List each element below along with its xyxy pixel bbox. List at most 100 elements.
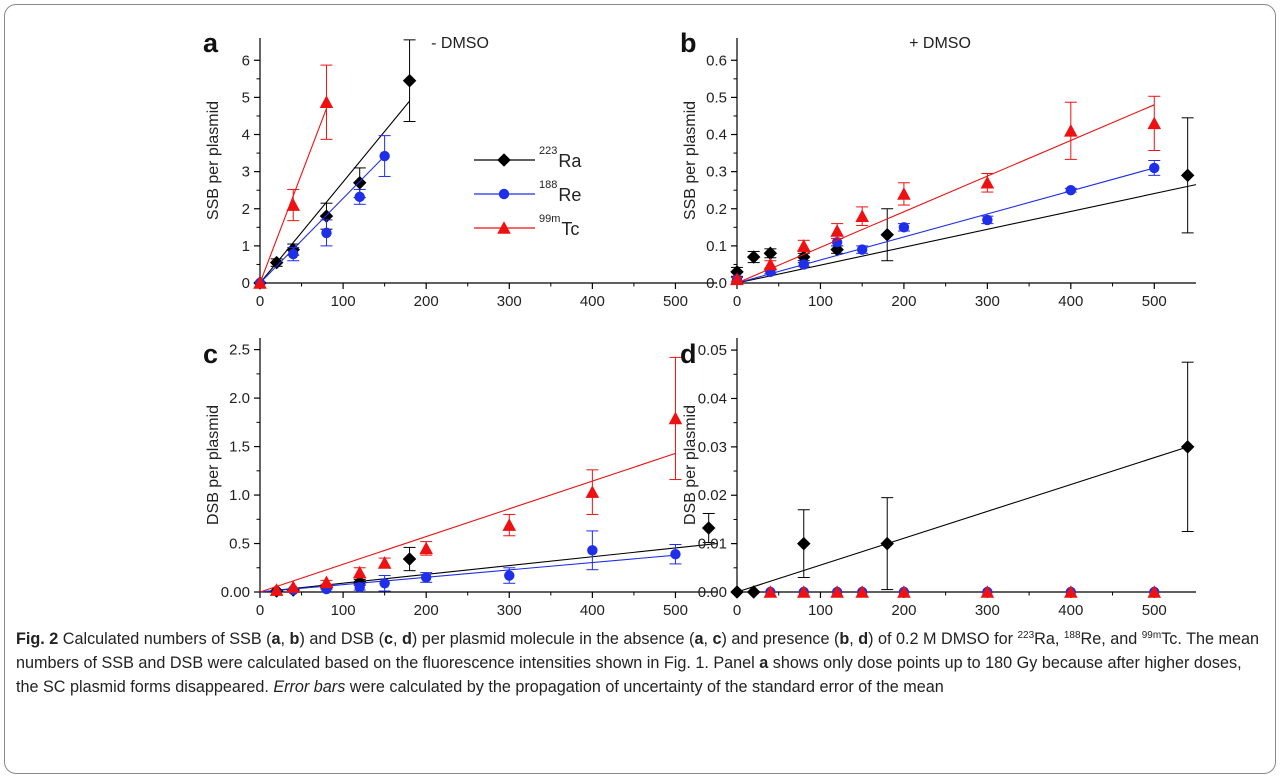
legend-label: Re (558, 185, 581, 205)
data-point (352, 565, 367, 579)
figure-panels: 0 100 200 300 400 500 0 1 2 3 4 5 6 SSB per plasmid a -… (203, 28, 1197, 619)
y-tick-label: 0.4 (706, 127, 727, 144)
y-tick-label: 0.0 (706, 275, 727, 292)
x-tick-label: 200 (414, 293, 439, 310)
fit-line (736, 184, 1197, 284)
y-tick-label: 0.01 (698, 536, 727, 553)
data-point (354, 191, 365, 203)
y-tick-label: 0.02 (698, 487, 727, 504)
y-tick-label: 6 (242, 52, 250, 69)
data-point (379, 150, 390, 162)
legend-mass: 223 (539, 145, 557, 157)
x-tick-label: 0 (256, 293, 264, 310)
data-point (321, 227, 332, 239)
data-point (286, 580, 301, 593)
fit-line (259, 542, 718, 593)
series-99mTc (253, 64, 334, 289)
panel-label: d (680, 339, 697, 369)
data-point (798, 259, 809, 270)
data-point (504, 570, 515, 581)
data-point (855, 585, 869, 598)
x-tick-label: 100 (808, 602, 833, 619)
data-point (1149, 162, 1160, 174)
legend-label: Ra (558, 151, 582, 171)
data-point (587, 545, 598, 556)
x-tick-label: 300 (975, 293, 1000, 310)
data-point (898, 222, 910, 233)
panel-c: 0 100 200 300 400 500 0.00 0.5 1.0 1.5 2.0 2.5 DSB p… (203, 338, 718, 619)
data-point (502, 518, 517, 531)
x-tick-label: 300 (497, 602, 522, 619)
y-tick-label: 0.3 (706, 164, 727, 181)
panel-b: 0 100 200 300 400 500 0.0 0.1 0.2 0.3 0.4 0.5 0.6 SSB… (680, 28, 1197, 310)
data-point (763, 585, 778, 598)
series-99mTc (259, 356, 683, 596)
caption-error-bars: Error bars (273, 678, 346, 696)
data-point (855, 209, 869, 222)
data-point (763, 257, 778, 271)
fit-line (259, 100, 410, 284)
x-tick-label: 400 (580, 602, 605, 619)
y-tick-label: 2.0 (229, 390, 250, 407)
x-tick-label: 200 (891, 602, 916, 619)
panel-title: + DMSO (909, 35, 971, 52)
x-tick-label: 300 (975, 602, 1000, 619)
x-tick-label: 400 (1058, 293, 1083, 310)
y-tick-label: 0.00 (698, 584, 727, 601)
y-tick-label: 0.05 (698, 342, 727, 359)
y-tick-label: 0.5 (706, 89, 727, 106)
data-point (286, 198, 301, 211)
data-point (796, 585, 811, 598)
y-tick-label: 0.00 (221, 584, 250, 601)
x-tick-label: 500 (1142, 293, 1167, 310)
y-tick-label: 4 (242, 127, 250, 144)
panel-label: a (203, 28, 219, 58)
fit-line (736, 104, 1155, 284)
panel-a: 0 100 200 300 400 500 0 1 2 3 4 5 6 SSB per plasmid a -… (203, 28, 717, 310)
series-188Re (731, 160, 1161, 285)
series-188Re (254, 135, 391, 289)
y-tick-label: 3 (242, 164, 250, 181)
data-point (269, 583, 284, 596)
panel-d: 0 100 200 300 400 500 0.00 0.01 0.02 0.03 0.04 0.05… (680, 338, 1196, 619)
data-point (402, 552, 417, 566)
data-point (830, 224, 844, 237)
data-point (796, 536, 811, 551)
data-point (402, 73, 417, 88)
y-tick-label: 0 (242, 275, 250, 292)
panel-label: c (203, 339, 218, 369)
data-point (668, 411, 683, 425)
legend-mass: 99m (539, 213, 560, 225)
x-tick-label: 500 (663, 602, 688, 619)
data-point (352, 175, 367, 190)
series-223Ra (253, 39, 417, 290)
data-point (379, 578, 390, 589)
data-point (1147, 116, 1162, 130)
data-point (288, 248, 299, 260)
y-tick-label: 1.0 (229, 487, 250, 504)
data-point (1064, 124, 1078, 137)
x-tick-label: 0 (256, 602, 264, 619)
panel-label: b (680, 28, 697, 58)
legend-mass: 188 (539, 179, 557, 191)
data-point (1065, 184, 1077, 196)
x-tick-label: 200 (891, 293, 916, 310)
series-99mTc (763, 585, 1162, 598)
y-axis-label: DSB per plasmid (205, 405, 222, 525)
panel-title: - DMSO (431, 35, 489, 52)
legend-label: Tc (561, 219, 579, 239)
data-point (980, 585, 995, 598)
series-99mTc (730, 95, 1162, 286)
data-point (1180, 440, 1195, 454)
y-tick-label: 0.04 (698, 390, 727, 407)
y-axis-label: DSB per plasmid (682, 405, 699, 525)
data-point (253, 276, 267, 289)
y-tick-label: 0.2 (706, 201, 727, 218)
data-point (1180, 168, 1195, 183)
fit-line (259, 452, 676, 593)
data-point (585, 485, 600, 498)
figure-caption: Fig. 2 Calculated numbers of SSB (a, b) … (16, 630, 1259, 696)
x-tick-label: 300 (497, 293, 522, 310)
y-tick-label: 2.5 (229, 342, 250, 359)
